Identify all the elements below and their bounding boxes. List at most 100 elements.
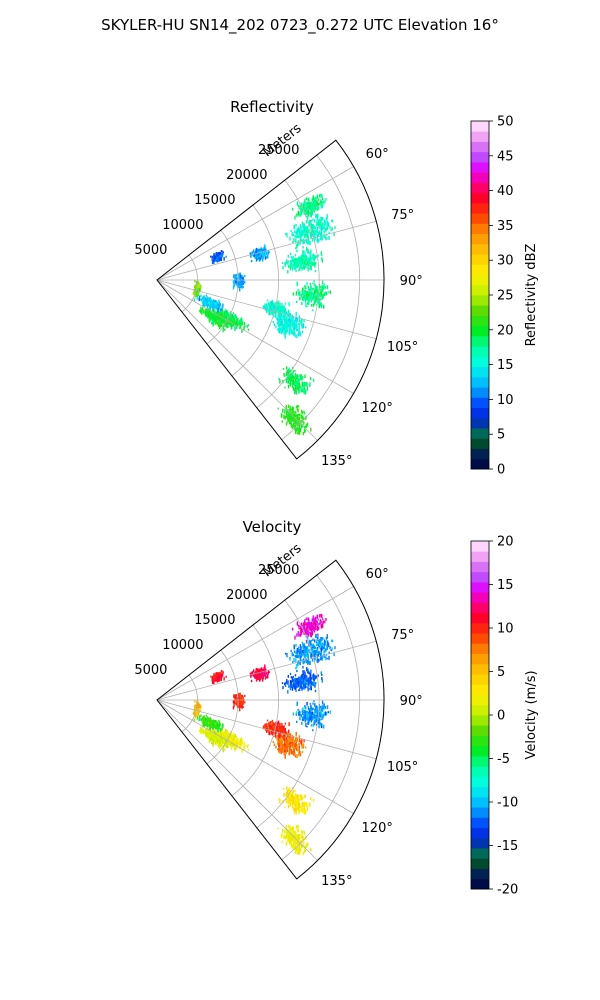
radar-gate	[309, 652, 312, 656]
radar-gate	[304, 201, 306, 206]
radar-gate	[293, 224, 295, 229]
radar-gate	[326, 640, 329, 645]
radar-gate	[284, 749, 286, 753]
radar-gate	[277, 321, 279, 325]
azimuth-tick-label: 75°	[391, 208, 414, 223]
radar-gate	[196, 294, 199, 296]
radar-gate	[225, 255, 227, 258]
radar-gate	[207, 722, 210, 724]
radar-gate	[318, 202, 321, 205]
radar-gate	[223, 319, 226, 324]
radar-gate	[312, 723, 315, 727]
radar-gate	[284, 743, 286, 746]
radar-gate	[288, 332, 290, 335]
radar-gate	[255, 249, 257, 253]
radar-gate	[266, 256, 268, 259]
radar-gate	[300, 741, 303, 746]
radar-gate	[306, 210, 309, 213]
radar-gate	[292, 330, 294, 335]
radar-gate	[254, 676, 256, 679]
radar-gate	[263, 250, 266, 255]
radar-gate	[313, 211, 316, 213]
radar-gate	[302, 250, 304, 254]
radar-gate	[299, 205, 302, 208]
radar-gate	[298, 330, 300, 333]
radar-gate	[286, 745, 288, 750]
radar-gate	[300, 659, 303, 662]
radar-gate	[209, 723, 211, 726]
radar-gate	[270, 308, 272, 310]
radar-gate	[309, 292, 311, 297]
radar-gate	[289, 686, 292, 691]
radar-gate	[289, 326, 291, 331]
radar-gate	[298, 382, 300, 385]
radar-gate	[317, 623, 319, 626]
radar-gate	[276, 309, 278, 312]
radar-gate	[314, 269, 317, 273]
radar-gate	[204, 301, 206, 306]
radar-gate	[315, 652, 317, 656]
radar-gate	[266, 251, 268, 255]
radar-gate	[311, 224, 313, 228]
radar-gate	[206, 720, 208, 723]
radar-gate	[309, 702, 312, 705]
radar-gate	[241, 748, 243, 753]
radar-gate	[296, 680, 299, 685]
radar-gate	[299, 677, 302, 680]
radar-gate	[202, 303, 204, 307]
radar-gate	[300, 376, 303, 379]
radar-gate	[293, 684, 295, 689]
radar-gate	[276, 724, 278, 728]
radar-gate	[292, 747, 295, 751]
radar-gate	[313, 300, 315, 306]
radar-gate	[300, 230, 302, 235]
radar-gate	[306, 227, 308, 232]
radar-gate	[236, 326, 238, 329]
radar-gate	[307, 617, 310, 622]
radar-gate	[317, 198, 320, 201]
radar-gate	[288, 309, 290, 314]
radar-gate	[308, 713, 310, 716]
radar-gate	[284, 329, 286, 333]
radar-gate	[315, 623, 317, 625]
radar-gate	[217, 736, 219, 740]
radar-gate	[304, 674, 306, 679]
colorbar-bin	[471, 325, 489, 337]
radar-gate	[322, 200, 324, 204]
radar-gate	[209, 297, 211, 302]
radar-gate	[287, 682, 289, 685]
radar-gate	[219, 254, 222, 257]
radar-gate	[281, 420, 283, 423]
radar-gate	[293, 680, 296, 685]
radar-gate	[236, 743, 239, 747]
radar-gate	[294, 688, 296, 690]
radar-gate	[291, 324, 294, 328]
radar-gate	[286, 319, 289, 324]
radar-gate	[318, 301, 320, 305]
radar-gate	[222, 321, 225, 324]
radar-gate	[297, 630, 300, 636]
radar-gate	[301, 678, 303, 682]
radar-gate	[292, 316, 295, 320]
radar-gate	[284, 730, 286, 735]
radar-gate	[294, 387, 296, 392]
radar-gate	[298, 207, 300, 210]
colorbar-bin	[471, 131, 489, 142]
radar-gate	[307, 240, 310, 245]
radar-gate	[247, 328, 250, 331]
radar-gate	[296, 431, 299, 435]
radar-gate	[301, 324, 303, 329]
radar-gate	[280, 739, 282, 742]
radar-gate	[256, 674, 259, 677]
radar-gate	[201, 716, 204, 721]
radar-gate	[316, 239, 318, 243]
radar-gate	[301, 641, 303, 644]
radar-gate	[279, 321, 282, 326]
radar-gate	[296, 249, 298, 253]
radar-gate	[292, 370, 294, 373]
radar-gate	[296, 213, 298, 217]
radar-gate	[300, 627, 302, 629]
radar-gate	[298, 742, 300, 746]
radar-gate	[287, 404, 290, 408]
radar-gate	[313, 678, 315, 682]
